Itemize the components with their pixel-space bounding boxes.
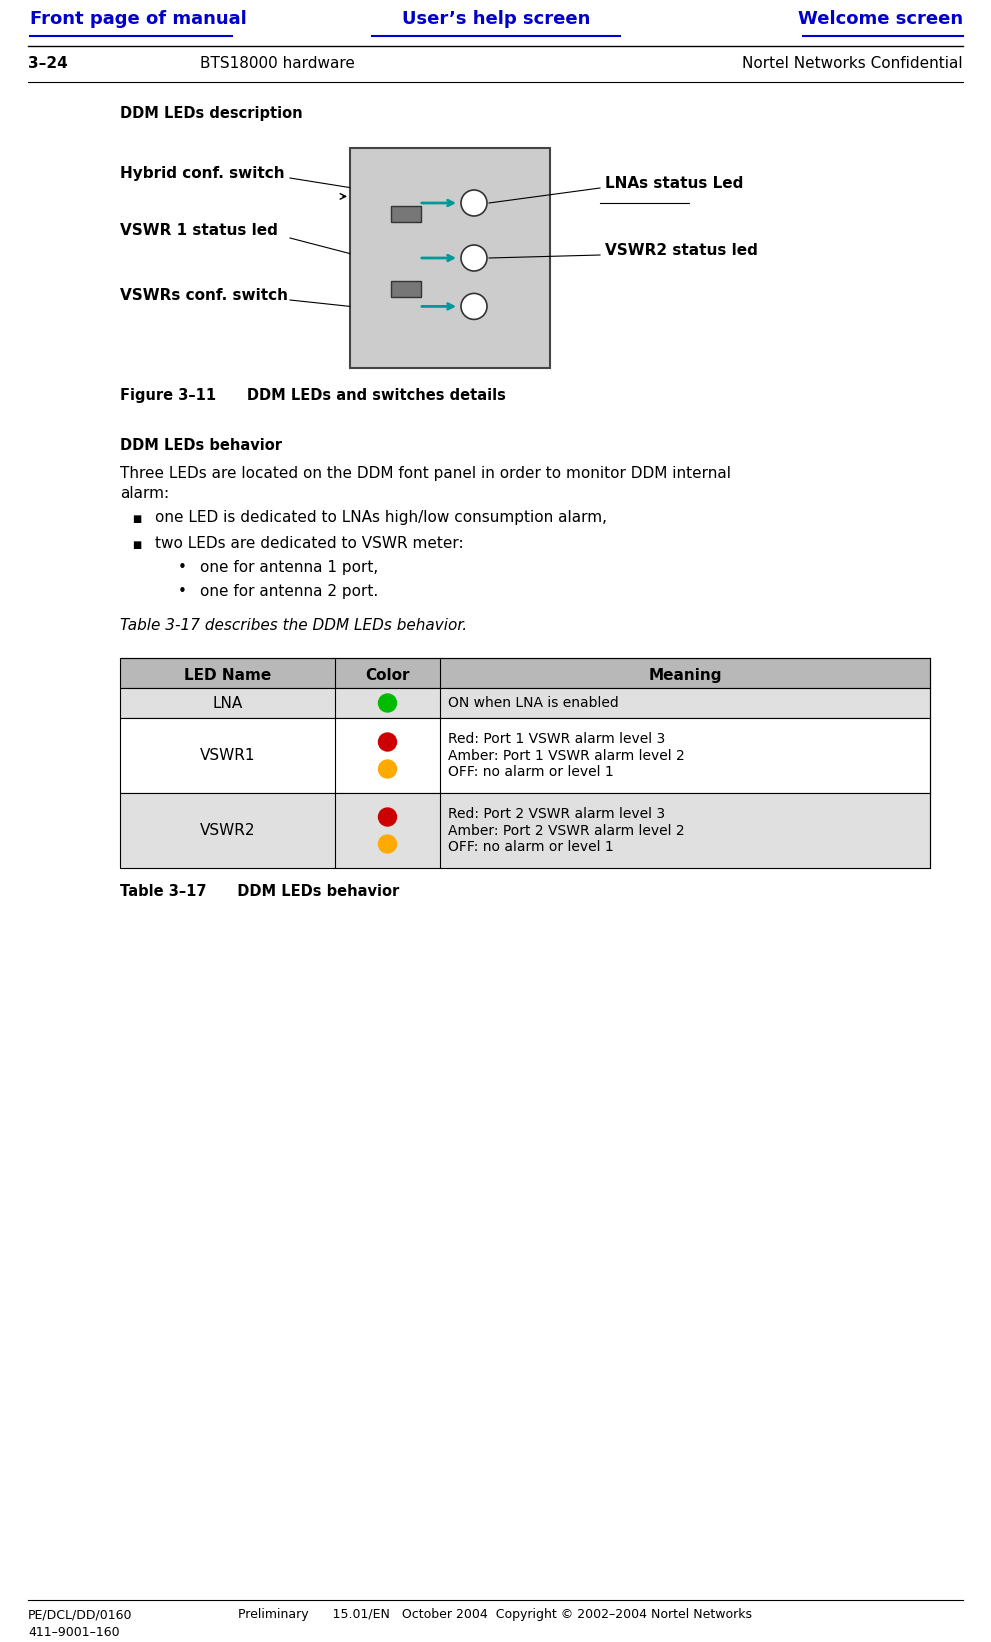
Bar: [120, 688, 930, 718]
Text: ■: ■: [132, 514, 142, 524]
Text: •: •: [178, 560, 187, 575]
Text: one LED is dedicated to LNAs high/low consumption alarm,: one LED is dedicated to LNAs high/low co…: [155, 511, 607, 525]
Circle shape: [379, 836, 396, 852]
Text: Table 3-17 describes the DDM LEDs behavior.: Table 3-17 describes the DDM LEDs behavi…: [120, 617, 467, 634]
Text: Welcome screen: Welcome screen: [798, 10, 963, 28]
Text: Figure 3–11      DDM LEDs and switches details: Figure 3–11 DDM LEDs and switches detail…: [120, 388, 505, 402]
Text: LNAs status Led: LNAs status Led: [605, 176, 743, 190]
Text: PE/DCL/DD/0160: PE/DCL/DD/0160: [28, 1608, 133, 1621]
Text: alarm:: alarm:: [120, 486, 169, 501]
Bar: [120, 718, 930, 793]
Text: Color: Color: [366, 668, 409, 683]
Bar: [120, 658, 930, 688]
Text: User’s help screen: User’s help screen: [401, 10, 591, 28]
Bar: [391, 281, 421, 297]
Circle shape: [461, 190, 487, 217]
Circle shape: [461, 245, 487, 271]
Text: LNA: LNA: [212, 696, 243, 711]
Circle shape: [461, 294, 487, 320]
Text: 411–9001–160: 411–9001–160: [28, 1626, 120, 1639]
Text: BTS18000 hardware: BTS18000 hardware: [200, 56, 355, 71]
Text: Three LEDs are located on the DDM font panel in order to monitor DDM internal: Three LEDs are located on the DDM font p…: [120, 466, 731, 481]
Text: Red: Port 2 VSWR alarm level 3
Amber: Port 2 VSWR alarm level 2
OFF: no alarm or: Red: Port 2 VSWR alarm level 3 Amber: Po…: [448, 808, 685, 854]
Text: Meaning: Meaning: [648, 668, 721, 683]
Circle shape: [379, 760, 396, 778]
Text: Red: Port 1 VSWR alarm level 3
Amber: Port 1 VSWR alarm level 2
OFF: no alarm or: Red: Port 1 VSWR alarm level 3 Amber: Po…: [448, 732, 685, 778]
Circle shape: [379, 808, 396, 826]
Text: one for antenna 2 port.: one for antenna 2 port.: [200, 585, 379, 599]
Text: DDM LEDs description: DDM LEDs description: [120, 107, 302, 122]
Text: 3–24: 3–24: [28, 56, 67, 71]
Text: VSWR1: VSWR1: [200, 749, 256, 764]
Text: ON when LNA is enabled: ON when LNA is enabled: [448, 696, 618, 709]
Text: Hybrid conf. switch: Hybrid conf. switch: [120, 166, 284, 181]
Text: VSWR2: VSWR2: [200, 823, 256, 837]
Text: one for antenna 1 port,: one for antenna 1 port,: [200, 560, 379, 575]
Text: VSWR 1 status led: VSWR 1 status led: [120, 223, 277, 238]
Circle shape: [379, 695, 396, 713]
Text: DDM LEDs behavior: DDM LEDs behavior: [120, 438, 282, 453]
Bar: [120, 793, 930, 869]
Text: VSWRs conf. switch: VSWRs conf. switch: [120, 287, 288, 304]
Bar: [391, 205, 421, 222]
Text: Front page of manual: Front page of manual: [30, 10, 247, 28]
Circle shape: [379, 732, 396, 750]
Bar: [350, 148, 550, 368]
Text: Preliminary      15.01/EN   October 2004  Copyright © 2002–2004 Nortel Networks: Preliminary 15.01/EN October 2004 Copyri…: [238, 1608, 752, 1621]
Text: two LEDs are dedicated to VSWR meter:: two LEDs are dedicated to VSWR meter:: [155, 535, 464, 552]
Text: ■: ■: [132, 540, 142, 550]
Text: LED Name: LED Name: [184, 668, 272, 683]
Text: Nortel Networks Confidential: Nortel Networks Confidential: [742, 56, 963, 71]
Text: Table 3–17      DDM LEDs behavior: Table 3–17 DDM LEDs behavior: [120, 883, 399, 900]
Text: VSWR2 status led: VSWR2 status led: [605, 243, 758, 258]
Text: •: •: [178, 585, 187, 599]
